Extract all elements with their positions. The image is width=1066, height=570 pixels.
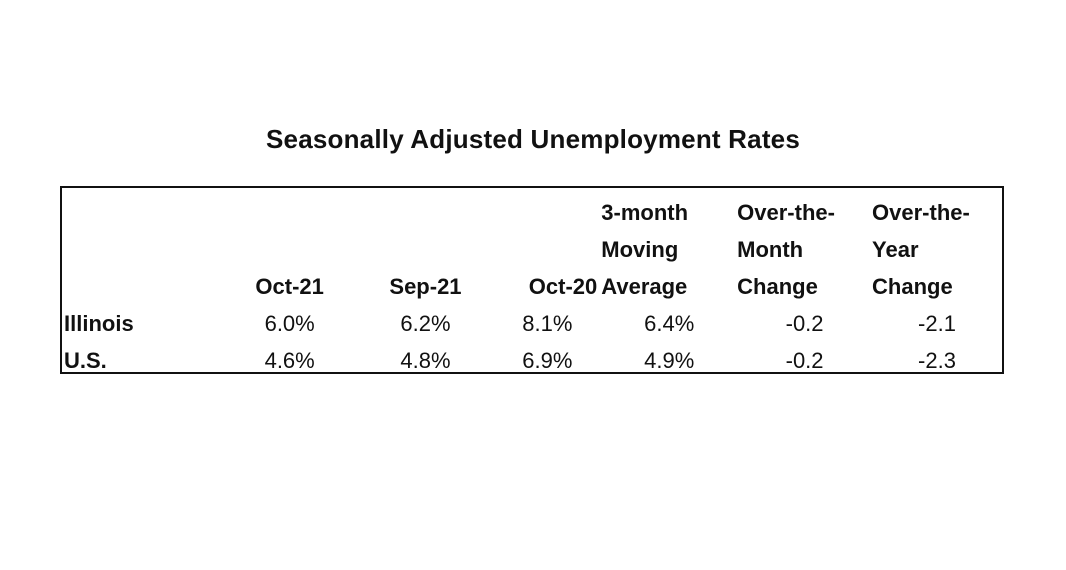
header-cell xyxy=(493,231,601,268)
header-cell-oct-20: Oct-20 xyxy=(528,274,598,299)
table-body: Illinois 6.0% 6.2% 8.1% 6.4% -0.2 -2.1 U… xyxy=(64,305,1002,379)
table-cell: 6.9% xyxy=(522,348,573,373)
unemployment-table: 3-month Over-the- Over-the- Moving Month… xyxy=(64,194,1002,379)
header-cell-over-the-year: Over-the- xyxy=(872,200,970,225)
table-row: U.S. 4.6% 4.8% 6.9% 4.9% -0.2 -2.3 xyxy=(64,342,1002,379)
table-header: 3-month Over-the- Over-the- Moving Month… xyxy=(64,194,1002,305)
table-cell: 8.1% xyxy=(522,311,573,336)
header-cell xyxy=(358,231,494,268)
table-title: Seasonally Adjusted Unemployment Rates xyxy=(266,124,800,154)
header-cell-change: Change xyxy=(872,274,953,299)
unemployment-table-frame: 3-month Over-the- Over-the- Moving Month… xyxy=(60,186,1004,374)
header-row: Oct-21 Sep-21 Oct-20 Average Change Chan… xyxy=(64,268,1002,305)
row-label: Illinois xyxy=(64,311,134,336)
table-cell: 4.8% xyxy=(400,348,451,373)
header-row: 3-month Over-the- Over-the- xyxy=(64,194,1002,231)
table-cell: -2.3 xyxy=(918,348,956,373)
header-cell xyxy=(64,231,222,268)
header-cell xyxy=(358,194,494,231)
table-cell: -0.2 xyxy=(785,311,824,336)
header-cell-moving: Moving xyxy=(601,237,679,262)
table-cell: 4.6% xyxy=(264,348,315,373)
table-row: Illinois 6.0% 6.2% 8.1% 6.4% -0.2 -2.1 xyxy=(64,305,1002,342)
header-cell-year: Year xyxy=(872,237,919,262)
header-cell-average: Average xyxy=(601,274,688,299)
header-cell xyxy=(493,194,601,231)
table-cell: -0.2 xyxy=(785,348,824,373)
header-cell xyxy=(222,194,358,231)
header-cell-month: Month xyxy=(737,237,804,262)
table-cell: 6.4% xyxy=(644,311,695,336)
header-cell xyxy=(64,194,222,231)
table-cell: 4.9% xyxy=(644,348,695,373)
header-cell xyxy=(64,268,222,305)
table-cell: -2.1 xyxy=(918,311,956,336)
table-cell: 6.0% xyxy=(264,311,315,336)
header-cell-3-month: 3-month xyxy=(601,200,689,225)
header-cell xyxy=(222,231,358,268)
header-cell-oct-21: Oct-21 xyxy=(255,274,324,299)
header-cell-change: Change xyxy=(737,274,818,299)
row-label: U.S. xyxy=(64,348,107,373)
header-row: Moving Month Year xyxy=(64,231,1002,268)
table-cell: 6.2% xyxy=(400,311,451,336)
header-cell-over-the-month: Over-the- xyxy=(737,200,835,225)
header-cell-sep-21: Sep-21 xyxy=(389,274,462,299)
